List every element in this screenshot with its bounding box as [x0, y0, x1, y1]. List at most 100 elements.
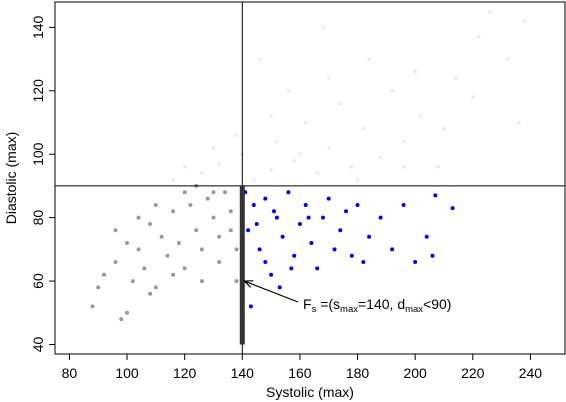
data-point-series-1-10 [153, 285, 158, 290]
reference-lines [55, 2, 565, 354]
annotation: Fs =(smax=140, dmax<90) [242, 280, 451, 315]
data-point-series-2-14 [321, 215, 325, 220]
data-point-series-1-17 [194, 228, 199, 233]
data-point-series-2-18 [344, 209, 348, 214]
data-point-series-0-12 [349, 164, 354, 169]
data-point-series-0-19 [453, 76, 458, 81]
data-point-series-0-15 [390, 88, 395, 93]
x-tick-label-220: 220 [461, 365, 485, 381]
data-point-series-0-35 [413, 69, 418, 74]
data-point-series-0-8 [303, 120, 308, 125]
data-point-series-1-28 [182, 190, 187, 195]
data-point-series-1-14 [176, 241, 181, 245]
data-point-series-2-35 [306, 215, 311, 220]
data-point-series-2-1 [246, 228, 251, 233]
data-point-series-0-39 [355, 177, 360, 182]
data-point-series-0-27 [286, 88, 291, 93]
data-point-series-0-2 [217, 161, 222, 166]
x-tick-label-180: 180 [346, 365, 370, 381]
data-point-series-0-26 [326, 76, 331, 81]
data-point-series-2-3 [257, 247, 262, 252]
data-point-series-0-21 [488, 9, 493, 14]
data-point-series-1-8 [142, 266, 147, 271]
y-tick-label-40: 40 [30, 336, 46, 352]
x-tick-label-200: 200 [403, 365, 427, 381]
data-point-series-1-15 [182, 266, 187, 271]
data-point-series-0-6 [274, 139, 279, 144]
data-point-series-1-37 [228, 228, 233, 233]
data-point-series-0-14 [378, 155, 383, 160]
data-point-series-1-21 [217, 234, 222, 239]
data-point-series-1-11 [159, 234, 164, 239]
data-point-series-0-1 [199, 171, 204, 176]
data-point-series-2-4 [263, 196, 268, 201]
x-tick-label-240: 240 [519, 365, 543, 381]
data-point-series-2-31 [277, 285, 282, 290]
data-point-series-2-20 [355, 203, 360, 207]
y-tick-label-80: 80 [30, 210, 46, 226]
data-point-series-1-32 [125, 310, 129, 315]
x-tick-label-140: 140 [231, 365, 255, 381]
annotation-arrow-head [242, 280, 254, 288]
data-point-series-0-5 [269, 168, 274, 173]
data-point-series-0-29 [234, 133, 239, 138]
data-point-series-1-30 [217, 260, 222, 264]
data-point-series-0-36 [442, 126, 446, 131]
data-point-series-0-37 [470, 95, 475, 100]
points-layer [90, 9, 527, 322]
data-point-series-2-36 [430, 253, 435, 258]
data-point-series-2-17 [338, 228, 343, 233]
y-tick-label-120: 120 [30, 79, 46, 103]
data-point-series-0-16 [401, 139, 406, 144]
data-point-series-2-21 [367, 234, 372, 239]
data-point-series-1-16 [188, 203, 193, 207]
data-point-series-1-25 [153, 203, 158, 207]
data-point-series-1-13 [171, 209, 176, 214]
x-tick-label-80: 80 [62, 365, 78, 381]
x-tick-label-160: 160 [288, 365, 312, 381]
data-point-series-2-23 [390, 247, 395, 252]
data-point-series-0-31 [182, 164, 187, 169]
data-point-series-2-37 [361, 260, 366, 264]
x-tick-label-100: 100 [115, 365, 139, 381]
data-point-series-0-33 [269, 114, 274, 119]
data-point-series-2-30 [263, 260, 268, 264]
data-point-series-2-2 [251, 203, 256, 207]
data-point-series-0-25 [367, 57, 372, 62]
data-point-series-1-20 [211, 215, 216, 220]
data-point-series-0-30 [211, 145, 216, 150]
data-point-series-1-12 [165, 253, 170, 258]
data-point-series-0-9 [315, 171, 320, 176]
data-point-series-0-24 [516, 120, 521, 125]
y-tick-label-60: 60 [30, 273, 46, 289]
data-point-series-1-31 [234, 279, 239, 284]
data-point-series-0-17 [418, 114, 423, 119]
data-point-series-1-27 [113, 228, 118, 233]
data-point-series-1-36 [211, 190, 216, 195]
data-point-series-2-34 [272, 209, 276, 214]
data-point-series-1-5 [125, 241, 129, 245]
data-point-series-2-13 [315, 266, 320, 271]
data-point-series-2-25 [413, 260, 418, 264]
y-tick-label-100: 100 [30, 142, 46, 166]
data-point-series-2-32 [289, 266, 294, 271]
data-point-series-2-22 [378, 215, 383, 220]
data-point-series-1-4 [119, 317, 124, 322]
data-point-series-1-18 [199, 247, 204, 252]
plot-frame [54, 1, 566, 355]
data-point-series-0-38 [297, 152, 302, 157]
data-point-series-1-1 [96, 285, 101, 290]
data-point-series-1-6 [130, 279, 135, 284]
data-point-series-2-6 [274, 215, 279, 220]
data-point-series-1-29 [199, 279, 204, 284]
data-point-series-1-3 [113, 260, 118, 264]
data-point-series-0-34 [401, 164, 406, 169]
tick-marks: 80 100 120 140 160 180 200 220 240 40 60 80 100 120 14… [30, 15, 542, 381]
data-point-series-2-7 [280, 234, 285, 239]
x-tick-label-120: 120 [173, 365, 197, 381]
data-point-series-2-5 [269, 272, 274, 277]
data-point-series-0-28 [257, 57, 262, 62]
data-point-series-1-7 [136, 247, 141, 252]
data-point-series-2-9 [292, 253, 297, 258]
